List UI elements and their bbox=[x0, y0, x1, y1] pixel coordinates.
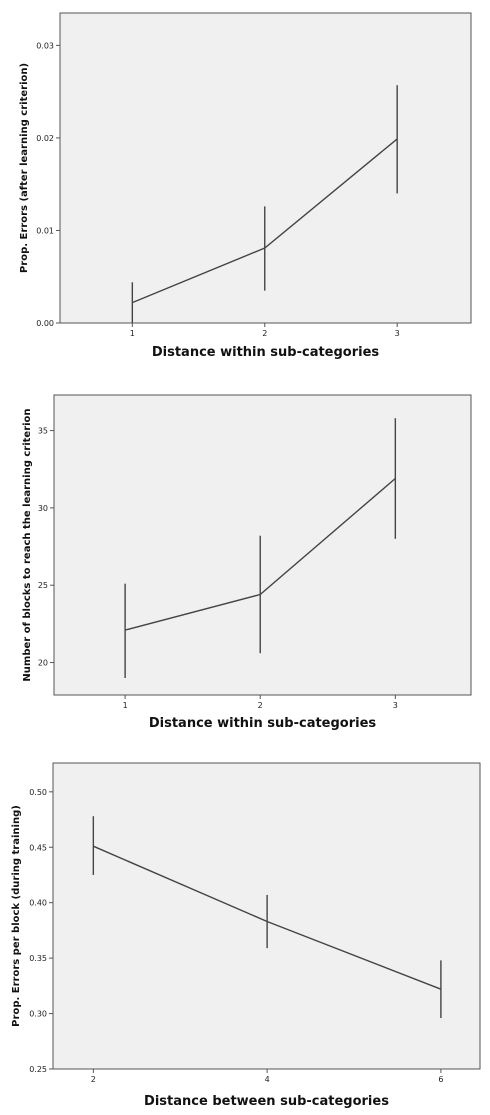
y-axis-title: Prop. Errors per block (during training) bbox=[11, 805, 22, 1027]
y-axis-title: Number of blocks to reach the learning c… bbox=[22, 408, 33, 681]
y-tick-label: 0.40 bbox=[29, 899, 47, 908]
y-tick-label: 0.30 bbox=[29, 1010, 47, 1019]
x-axis-title: Distance within sub-categories bbox=[149, 716, 377, 731]
x-axis-title: Distance between sub-categories bbox=[144, 1094, 389, 1109]
x-tick-label: 1 bbox=[123, 701, 128, 710]
y-tick-label: 0.01 bbox=[36, 226, 54, 235]
x-axis-title: Distance within sub-categories bbox=[152, 345, 380, 360]
x-tick-label: 6 bbox=[438, 1075, 443, 1084]
y-tick-label: 35 bbox=[38, 427, 48, 436]
y-tick-label: 0.02 bbox=[36, 134, 54, 143]
y-tick-label: 0.00 bbox=[36, 319, 54, 328]
x-tick-label: 2 bbox=[258, 701, 263, 710]
y-tick-label: 0.50 bbox=[29, 788, 47, 797]
y-tick-label: 20 bbox=[38, 659, 48, 668]
plot-area bbox=[59, 12, 472, 324]
plot-area bbox=[53, 394, 472, 696]
x-tick-label: 4 bbox=[265, 1075, 270, 1084]
chart-prop-errors-after-criterion: 0.00 0.01 0.02 0.03 1 2 3 Distance within sub-c… bbox=[19, 12, 472, 360]
x-tick-label: 1 bbox=[130, 329, 135, 338]
chart-blocks-to-criterion: 20 25 30 35 1 2 3 Distance within sub-categorie… bbox=[22, 394, 472, 731]
chart-prop-errors-per-block: 0.25 0.30 0.35 0.40 0.45 0.50 2 4 6 Distance betw… bbox=[11, 762, 481, 1109]
x-tick-label: 2 bbox=[91, 1075, 96, 1084]
x-tick-label: 3 bbox=[395, 329, 400, 338]
x-tick-label: 2 bbox=[262, 329, 267, 338]
y-tick-label: 25 bbox=[38, 581, 48, 590]
x-tick-label: 3 bbox=[393, 701, 398, 710]
y-axis-title: Prop. Errors (after learning criterion) bbox=[19, 63, 30, 273]
y-tick-label: 30 bbox=[38, 504, 48, 513]
y-tick-label: 0.25 bbox=[29, 1065, 47, 1074]
y-tick-label: 0.35 bbox=[29, 954, 47, 963]
y-tick-label: 0.45 bbox=[29, 843, 47, 852]
y-tick-label: 0.03 bbox=[36, 41, 54, 50]
